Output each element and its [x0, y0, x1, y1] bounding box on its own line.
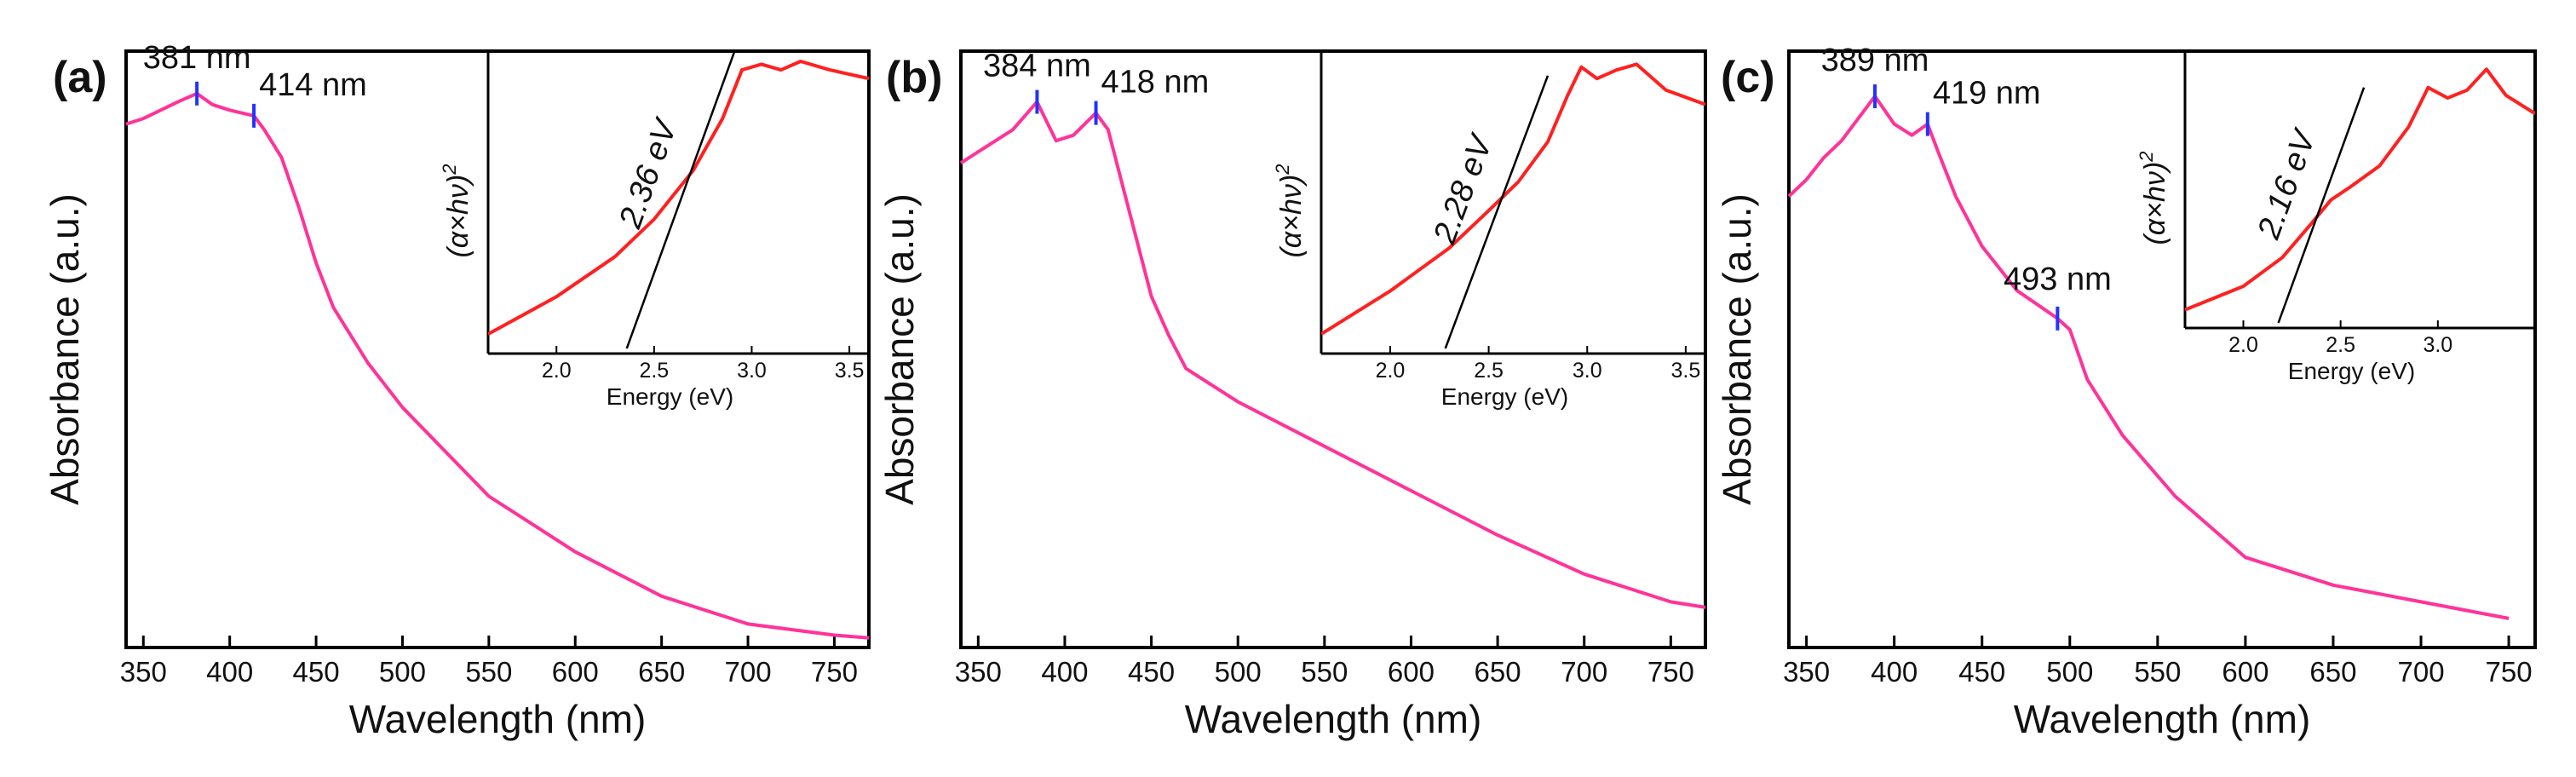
tangent-line: [1444, 75, 1550, 349]
x-tick-label: 650: [2309, 656, 2356, 688]
inset-y-label-main: (α×hν): [1275, 175, 1308, 258]
x-tick-label: 700: [1561, 656, 1607, 688]
plot-frame: [1787, 49, 2537, 649]
plot-frame: [124, 49, 871, 649]
x-axis-title: Wavelength (nm): [349, 697, 647, 741]
tauc-curve: [2185, 67, 2535, 312]
inset-x-tick-label: 3.0: [1573, 359, 1602, 383]
x-tick-label: 750: [2486, 656, 2533, 688]
inset-y-axis-title: (α×hν)2: [2136, 151, 2171, 245]
absorbance-line: [125, 91, 870, 640]
x-axis-title: Wavelength (nm): [1185, 697, 1482, 741]
peak-label: 389 nm: [1821, 43, 1929, 78]
inset-x-axis-title: Energy (eV): [1441, 383, 1568, 410]
inset-x-axis-title: Energy (eV): [2288, 358, 2415, 384]
x-tick-label: 750: [1647, 656, 1694, 688]
panel-label: (b): [886, 53, 942, 102]
inset-x-tick-label: 2.5: [639, 359, 669, 383]
y-axis-title: Absorbance (a.u.): [877, 193, 922, 505]
x-tick-label: 350: [955, 656, 1002, 688]
peak-label: 414 nm: [259, 67, 367, 103]
panel-label: (a): [53, 53, 107, 102]
peak-label: 493 nm: [2004, 262, 2112, 297]
tangent-line: [625, 51, 736, 349]
inset-y-label-sup: 2: [2136, 151, 2157, 162]
x-tick-label: 500: [2046, 656, 2093, 688]
tauc-curve: [1321, 62, 1705, 336]
x-tick-label: 400: [1041, 656, 1088, 688]
panel-c: 350 400 450 500 550 600 650 700 750 Wavelength (n…: [1715, 43, 2537, 741]
absorbance-line: [959, 100, 1706, 609]
x-tick-label: 500: [1215, 656, 1262, 688]
peak-label: 384 nm: [983, 49, 1091, 84]
inset-x-tick-label: 2.0: [1376, 359, 1406, 383]
inset-y-axis-title: (α×hν)2: [1272, 164, 1308, 257]
x-tick-label: 550: [1301, 656, 1348, 688]
x-tick-label: 700: [2397, 656, 2444, 688]
x-tick-label: 500: [379, 656, 426, 688]
inset-y-label-sup: 2: [439, 164, 460, 175]
inset-x-tick-label: 2.0: [542, 359, 572, 383]
inset-y-label-main: (α×hν): [2139, 162, 2171, 245]
plot-frame: [959, 49, 1707, 649]
x-tick-label: 750: [811, 656, 858, 688]
x-tick-label: 450: [293, 656, 340, 688]
inset-y-label-sup: 2: [1272, 164, 1293, 175]
x-tick-label: 400: [1871, 656, 1918, 688]
x-tick-label: 600: [552, 656, 599, 688]
x-tick-label: 700: [725, 656, 772, 688]
inset-x-tick-label: 2.5: [2326, 333, 2355, 357]
x-tick-label: 350: [120, 656, 167, 688]
inset-x-tick-label: 3.0: [2423, 333, 2452, 357]
absorbance-line: [1787, 95, 2510, 620]
x-tick-label: 650: [1475, 656, 1521, 688]
x-tick-label: 450: [1958, 656, 2005, 688]
x-axis-title: Wavelength (nm): [2014, 697, 2311, 741]
inset-x-tick-label: 3.5: [1670, 359, 1700, 383]
panel-a: 350 400 450 500 550 600 650 700 750 Wavelength (n…: [43, 40, 871, 741]
x-tick-label: 350: [1783, 656, 1830, 688]
inset-y-axis-title: (α×hν)2: [439, 164, 474, 257]
inset-x-tick-label: 3.5: [835, 359, 865, 383]
x-tick-label: 650: [638, 656, 685, 688]
inset-y-label-main: (α×hν): [442, 175, 474, 258]
x-tick-label: 400: [206, 656, 253, 688]
panel-b: 350 400 450 500 550 600 650 700 750 Wavelength (n…: [877, 49, 1707, 741]
peak-label: 418 nm: [1101, 65, 1210, 101]
inset-x-tick-label: 3.0: [737, 359, 767, 383]
tangent-line: [2277, 87, 2366, 324]
tauc-curve: [488, 60, 869, 336]
x-tick-label: 550: [2134, 656, 2181, 688]
x-tick-label: 450: [1128, 656, 1175, 688]
inset-x-tick-label: 2.5: [1474, 359, 1504, 383]
x-tick-label: 600: [1388, 656, 1435, 688]
peak-label: 381 nm: [143, 40, 251, 76]
inset-x-tick-label: 2.0: [2228, 333, 2258, 357]
x-tick-label: 550: [465, 656, 512, 688]
y-axis-title: Absorbance (a.u.): [43, 193, 87, 505]
panel-label: (c): [1721, 53, 1775, 102]
peak-label: 419 nm: [1933, 76, 2041, 112]
x-tick-label: 600: [2222, 656, 2268, 688]
y-axis-title: Absorbance (a.u.): [1715, 193, 1759, 505]
inset-x-axis-title: Energy (eV): [607, 383, 733, 410]
